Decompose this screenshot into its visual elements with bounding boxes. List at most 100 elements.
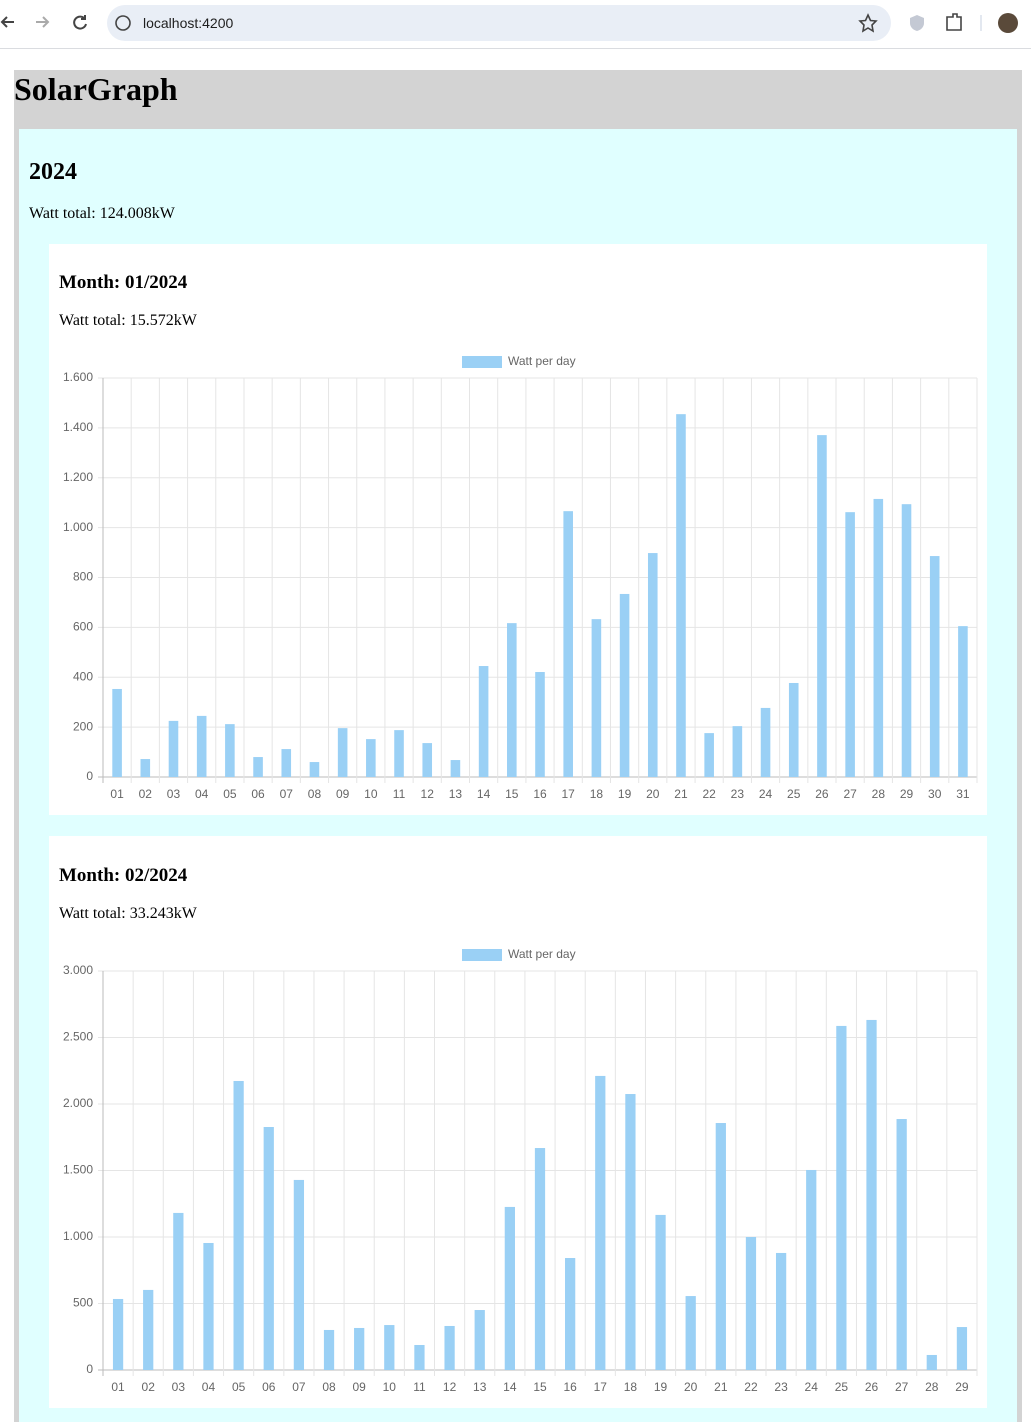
x-tick-label: 10 — [364, 787, 378, 801]
bar — [173, 1212, 184, 1370]
x-tick-label: 02 — [139, 787, 153, 801]
x-tick-label: 22 — [744, 1380, 758, 1394]
site-info-icon[interactable] — [115, 15, 131, 31]
bookmark-star[interactable] — [858, 13, 878, 33]
year-total: Watt total: 124.008kW — [29, 205, 175, 222]
x-tick-label: 11 — [413, 1380, 426, 1394]
x-tick-label: 16 — [533, 787, 547, 801]
month-total: Watt total: 15.572kW — [59, 312, 197, 329]
x-tick-label: 20 — [684, 1380, 698, 1394]
bar — [196, 715, 207, 777]
y-tick-label: 800 — [73, 570, 93, 584]
y-tick-label: 1.200 — [63, 470, 93, 484]
bar — [845, 512, 855, 777]
x-tick-label: 23 — [731, 787, 745, 801]
bar — [225, 724, 235, 777]
x-tick-label: 06 — [251, 787, 265, 801]
x-tick-label: 26 — [815, 787, 829, 801]
y-tick-label: 0 — [86, 769, 93, 783]
y-tick-label: 2.500 — [63, 1030, 93, 1044]
bar — [676, 414, 686, 777]
y-tick-label: 600 — [73, 620, 93, 634]
browser-toolbar: localhost:4200 — [0, 0, 1031, 49]
bar — [929, 556, 940, 777]
x-tick-label: 26 — [865, 1380, 879, 1394]
y-tick-label: 1.500 — [63, 1163, 93, 1177]
x-tick-label: 28 — [925, 1380, 939, 1394]
bar — [535, 672, 545, 777]
bar — [384, 1325, 395, 1370]
x-tick-label: 16 — [563, 1380, 577, 1394]
y-tick-label: 400 — [73, 669, 93, 683]
bar — [450, 760, 461, 777]
x-tick-label: 03 — [167, 787, 181, 801]
back-button[interactable] — [0, 16, 14, 28]
x-tick-label: 21 — [714, 1380, 728, 1394]
y-tick-label: 1.000 — [63, 1229, 93, 1243]
bar — [625, 1094, 636, 1370]
x-tick-label: 08 — [308, 787, 322, 801]
bar — [745, 1237, 757, 1370]
bar — [591, 619, 602, 777]
x-tick-label: 10 — [383, 1380, 397, 1394]
bar — [655, 1214, 666, 1370]
y-tick-label: 2.000 — [63, 1096, 93, 1110]
x-tick-label: 28 — [872, 787, 886, 801]
forward-button[interactable] — [36, 16, 50, 28]
bar — [563, 511, 573, 777]
extensions-button[interactable] — [946, 13, 962, 31]
x-tick-label: 20 — [646, 787, 660, 801]
x-tick-label: 19 — [654, 1380, 668, 1394]
bar — [896, 1119, 907, 1370]
x-tick-label: 25 — [835, 1380, 849, 1394]
bar-chart: 0 200 400 600 800 1.000 1.200 1.400 1.600 Watt pe… — [63, 354, 978, 801]
bar — [414, 1344, 425, 1370]
x-tick-label: 25 — [787, 787, 801, 801]
x-tick-label: 29 — [955, 1380, 969, 1394]
url-text: localhost:4200 — [143, 15, 234, 31]
x-tick-label: 31 — [956, 787, 970, 801]
bar — [354, 1327, 365, 1370]
x-tick-label: 04 — [195, 787, 209, 801]
bar — [788, 682, 799, 777]
x-tick-label: 07 — [292, 1380, 306, 1394]
x-tick-label: 01 — [110, 787, 124, 801]
x-tick-label: 04 — [202, 1380, 216, 1394]
app-title: SolarGraph — [14, 71, 178, 107]
x-tick-label: 13 — [473, 1380, 487, 1394]
bar — [866, 1019, 877, 1370]
y-tick-label: 200 — [73, 719, 93, 733]
month-total: Watt total: 33.243kW — [59, 905, 197, 922]
bar — [775, 1252, 787, 1370]
bar — [444, 1325, 455, 1370]
x-tick-label: 07 — [280, 787, 294, 801]
bar-chart: 0 500 1.000 1.500 2.000 2.500 3.000 Watt per da… — [63, 947, 978, 1394]
x-tick-label: 09 — [352, 1380, 366, 1394]
x-tick-label: 27 — [843, 787, 857, 801]
x-tick-label: 22 — [702, 787, 716, 801]
reload-button[interactable] — [73, 15, 87, 30]
bar — [958, 626, 968, 777]
x-tick-label: 02 — [142, 1380, 156, 1394]
x-tick-label: 15 — [505, 787, 519, 801]
y-tick-label: 1.600 — [63, 370, 93, 384]
x-tick-label: 27 — [895, 1380, 909, 1394]
x-tick-label: 24 — [759, 787, 773, 801]
bar — [956, 1327, 968, 1370]
legend-swatch — [462, 356, 502, 368]
bar — [534, 1148, 546, 1370]
extension-shield[interactable] — [910, 15, 924, 31]
bar — [836, 1025, 847, 1370]
bar — [715, 1123, 726, 1370]
profile-avatar[interactable] — [998, 13, 1018, 33]
x-tick-label: 13 — [449, 787, 463, 801]
y-tick-label: 1.400 — [63, 420, 93, 434]
bar — [926, 1354, 937, 1370]
bar — [253, 757, 263, 777]
x-tick-label: 17 — [594, 1380, 608, 1394]
bar — [647, 553, 658, 777]
address-bar[interactable] — [107, 5, 891, 41]
bar — [565, 1258, 576, 1370]
bar — [394, 730, 404, 777]
x-tick-label: 12 — [443, 1380, 457, 1394]
